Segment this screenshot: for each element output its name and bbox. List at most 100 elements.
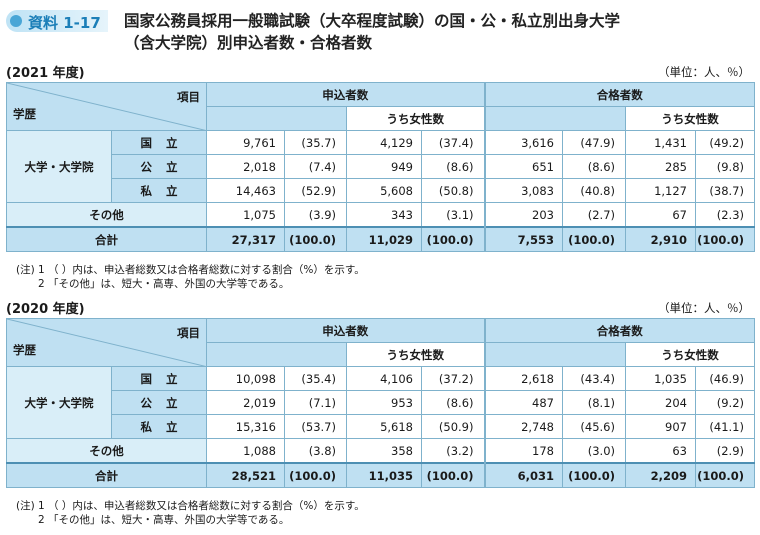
univ-group-label: 大学・大学院	[6, 366, 112, 439]
cell: 5,618	[346, 414, 422, 439]
applicants-table: 項目 学歴 申込者数 合格者数 うち女性数 うち女性数 大学・大学院 国立 9,…	[6, 82, 755, 252]
table-row: 大学・大学院 国立 10,098 (35.4) 4,106 (37.2) 2,6…	[6, 366, 755, 439]
gakureki-header: 学歴	[13, 343, 36, 357]
cell: (2.7)	[562, 202, 626, 228]
cell: 1,035	[625, 366, 696, 391]
cell: (9.2)	[695, 390, 755, 415]
cell: 2,018	[206, 154, 285, 179]
cell: (40.8)	[562, 178, 626, 203]
cell: 63	[625, 438, 696, 464]
diagonal-line	[7, 83, 208, 131]
cell: 285	[625, 154, 696, 179]
cell: 10,098	[206, 366, 285, 391]
cell: 953	[346, 390, 422, 415]
year-label: (2021 年度)	[6, 66, 85, 81]
applicants-header: 申込者数	[206, 82, 486, 107]
document-header: 資料 1-17 国家公務員採用一般職試験（大卒程度試験）の国・公・私立別出身大学…	[6, 8, 756, 58]
corner-header: 項目 学歴	[6, 82, 208, 131]
cell: 651	[484, 154, 563, 179]
total-label: 合計	[6, 226, 207, 252]
badge-dot-icon	[10, 15, 22, 27]
cell: (50.8)	[421, 178, 486, 203]
cell: (37.2)	[421, 366, 486, 391]
corner-header: 項目 学歴	[6, 318, 208, 367]
applicants-women-header: うち女性数	[346, 106, 486, 131]
cell: 11,035	[346, 462, 422, 488]
cell: 67	[625, 202, 696, 228]
gakureki-header: 学歴	[13, 107, 36, 121]
cell: (3.0)	[562, 438, 626, 464]
cell: (3.1)	[421, 202, 486, 228]
cell: (38.7)	[695, 178, 755, 203]
diagonal-line	[7, 319, 208, 367]
cell: (50.9)	[421, 414, 486, 439]
other-label: その他	[6, 202, 207, 228]
cell: 2,618	[484, 366, 563, 391]
cell: 487	[484, 390, 563, 415]
row-label: 私立	[111, 178, 207, 203]
cell: (53.7)	[284, 414, 347, 439]
cell: 14,463	[206, 178, 285, 203]
cell: (2.3)	[695, 202, 755, 228]
item-header: 項目	[177, 90, 200, 104]
cell: (3.2)	[421, 438, 486, 464]
cell: 1,127	[625, 178, 696, 203]
total-row: 合計 27,317 (100.0) 11,029 (100.0) 7,553 (…	[6, 226, 755, 252]
cell: (46.9)	[695, 366, 755, 391]
footnote-1: (注) 1 （ ）内は、申込者総数又は合格者総数に対する割合（%）を示す。	[16, 264, 365, 276]
cell: 203	[484, 202, 563, 228]
cell: 28,521	[206, 462, 285, 488]
cell: (100.0)	[421, 462, 486, 488]
cell: 2,748	[484, 414, 563, 439]
cell: 3,083	[484, 178, 563, 203]
cell: 178	[484, 438, 563, 464]
cell: (3.8)	[284, 438, 347, 464]
cell: 358	[346, 438, 422, 464]
cell: (8.6)	[421, 390, 486, 415]
table-row: その他 1,088 (3.8) 358 (3.2) 178 (3.0) 63 (…	[6, 438, 755, 464]
total-label: 合計	[6, 462, 207, 488]
cell: (100.0)	[695, 462, 755, 488]
applicants-header: 申込者数	[206, 318, 486, 343]
cell: (49.2)	[695, 130, 755, 155]
other-label: その他	[6, 438, 207, 464]
passers-women-header: うち女性数	[625, 342, 755, 367]
table-row: 公立 2,018 (7.4) 949 (8.6) 651 (8.6) 285 (…	[7, 154, 755, 179]
cell: 11,029	[346, 226, 422, 252]
material-badge: 資料 1-17	[6, 10, 108, 32]
table-row: 私立 14,463 (52.9) 5,608 (50.8) 3,083 (40.…	[7, 178, 755, 203]
cell: (100.0)	[562, 462, 626, 488]
cell: (8.6)	[421, 154, 486, 179]
item-header: 項目	[177, 326, 200, 340]
footnotes: (注) 1 （ ）内は、申込者総数又は合格者総数に対する割合（%）を示す。 2 …	[16, 499, 365, 527]
row-label: 公立	[111, 390, 207, 415]
cell: (35.7)	[284, 130, 347, 155]
cell: 5,608	[346, 178, 422, 203]
footnote-1: (注) 1 （ ）内は、申込者総数又は合格者総数に対する割合（%）を示す。	[16, 500, 365, 512]
cell: (41.1)	[695, 414, 755, 439]
cell: 949	[346, 154, 422, 179]
applicants-table: 項目 学歴 申込者数 合格者数 うち女性数 うち女性数 大学・大学院 国立 10…	[6, 318, 755, 488]
footnote-2: 2 「その他」は、短大・高専、外国の大学等である。	[38, 278, 290, 290]
year-label: (2020 年度)	[6, 302, 85, 317]
cell: (7.1)	[284, 390, 347, 415]
unit-label: （単位：人、％）	[658, 301, 750, 315]
badge-label: 資料 1-17	[28, 14, 101, 32]
total-row: 合計 28,521 (100.0) 11,035 (100.0) 6,031 (…	[6, 462, 755, 488]
cell: (37.4)	[421, 130, 486, 155]
cell: 4,106	[346, 366, 422, 391]
cell: 2,209	[625, 462, 696, 488]
title-line-1: 国家公務員採用一般職試験（大卒程度試験）の国・公・私立別出身大学	[124, 12, 621, 30]
passers-women-header: うち女性数	[625, 106, 755, 131]
row-label: 国立	[111, 366, 207, 391]
footnotes: (注) 1 （ ）内は、申込者総数又は合格者総数に対する割合（%）を示す。 2 …	[16, 263, 365, 291]
cell: 9,761	[206, 130, 285, 155]
cell: 343	[346, 202, 422, 228]
cell: 907	[625, 414, 696, 439]
cell: 7,553	[484, 226, 563, 252]
cell: (100.0)	[284, 462, 347, 488]
cell: 1,075	[206, 202, 285, 228]
cell: 1,431	[625, 130, 696, 155]
cell: 2,019	[206, 390, 285, 415]
cell: 3,616	[484, 130, 563, 155]
